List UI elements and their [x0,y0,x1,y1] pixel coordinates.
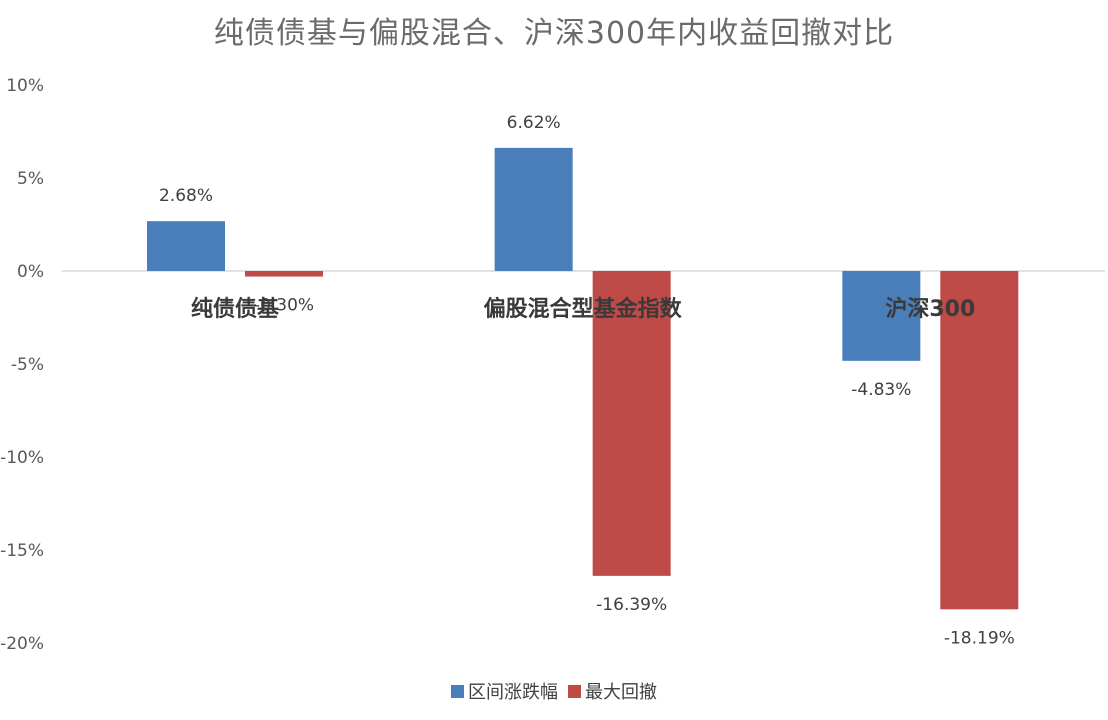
y-tick-label: 10% [6,76,44,96]
y-tick-label: 0% [17,262,44,282]
data-label: -16.39% [596,595,667,615]
y-tick-label: -15% [0,541,44,561]
data-label: -4.83% [851,380,911,400]
legend-label: 最大回撤 [585,682,657,703]
legend-swatch [568,684,581,698]
y-tick-label: -10% [0,448,44,468]
bar [147,221,225,271]
legend-item: 区间涨跌幅 [451,678,558,704]
data-label: 2.68% [159,186,213,206]
x-category-label: 偏股混合型基金指数 [484,296,683,322]
x-category-label: 沪深300 [885,296,975,322]
chart-title: 纯债债基与偏股混合、沪深300年内收益回撤对比 [213,16,895,51]
bar [245,271,323,277]
bar [592,271,671,576]
data-label: -0.30% [254,296,314,316]
bar [842,271,921,361]
legend-item: 最大回撤 [568,678,657,704]
y-tick-label: 5% [17,169,44,189]
y-tick-label: -20% [0,634,44,654]
data-label: -18.19% [944,628,1015,648]
bar [494,147,573,271]
legend-swatch [451,684,464,698]
x-category-label: 纯债债基 [191,296,280,322]
chart-legend: 区间涨跌幅 最大回撤 [0,678,1108,704]
bar [940,271,1019,610]
legend-label: 区间涨跌幅 [468,682,558,703]
data-label: 6.62% [507,113,561,133]
y-tick-label: -5% [11,355,44,375]
